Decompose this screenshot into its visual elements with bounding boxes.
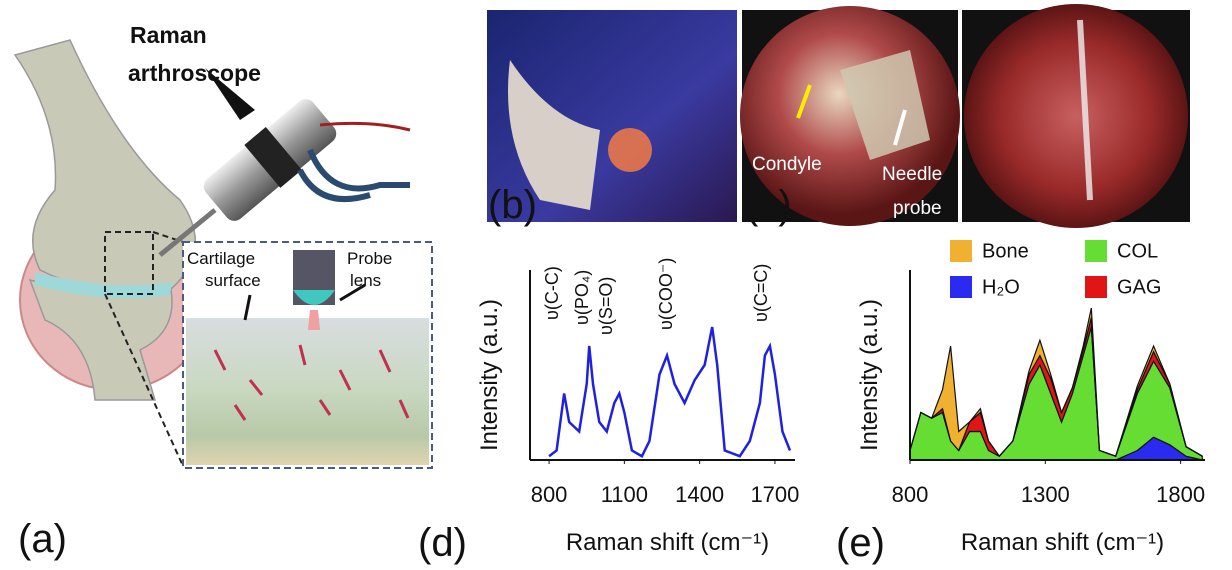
x-tick-label: 800: [892, 482, 929, 507]
x-tick-label: 800: [531, 482, 568, 507]
title-line: arthroscope: [128, 60, 261, 86]
y-axis-label: Intensity (a.u.): [856, 299, 883, 451]
photo-c-right: [962, 4, 1190, 228]
legend-swatch: [950, 276, 972, 298]
panel-label: (c): [745, 183, 792, 227]
x-tick-label: 1100: [601, 482, 648, 507]
callout-line: lens: [350, 271, 381, 290]
spectrum-line: [549, 327, 790, 456]
peak-label: υ(S=O): [596, 277, 616, 335]
peak-label: υ(C=C): [751, 264, 771, 322]
callout-line: Probe: [347, 249, 392, 268]
peak-label: υ(C-C): [542, 266, 562, 320]
photo-label: Condyle: [752, 154, 822, 175]
x-tick-label: 1400: [675, 482, 724, 507]
arthroscope-drawing: [160, 68, 410, 255]
legend-label: COL: [1117, 240, 1158, 262]
peak-label: υ(COO⁻): [656, 258, 676, 330]
callout-line: surface: [205, 271, 261, 290]
legend-swatch: [1085, 240, 1107, 262]
panel-label: (a): [18, 517, 67, 561]
peak-label: υ(PO₄): [572, 270, 592, 325]
panel-label: (d): [418, 521, 467, 565]
x-tick-label: 1700: [750, 482, 799, 507]
photo-label: probe: [893, 198, 942, 219]
title-line: Raman: [130, 22, 207, 48]
legend-label: Bone: [982, 240, 1029, 262]
y-axis-label: Intensity (a.u.): [476, 299, 503, 451]
photo-label: Needle: [882, 164, 942, 185]
figure: Raman arthroscope Cartilage surface Prob…: [0, 0, 1232, 565]
x-tick-label: 1800: [1156, 482, 1205, 507]
legend-swatch: [1085, 276, 1107, 298]
x-tick-label: 1300: [1021, 482, 1070, 507]
callout-line: Cartilage: [187, 249, 255, 268]
legend-label: GAG: [1117, 276, 1161, 298]
joint-illustration: [15, 40, 210, 466]
panel-label: (e): [836, 521, 885, 565]
x-axis-label: Raman shift (cm⁻¹): [961, 529, 1164, 556]
legend-swatch: [950, 240, 972, 262]
x-axis-label: Raman shift (cm⁻¹): [566, 529, 769, 556]
panel-label: (b): [488, 183, 537, 227]
legend-label: H₂O: [982, 276, 1020, 298]
